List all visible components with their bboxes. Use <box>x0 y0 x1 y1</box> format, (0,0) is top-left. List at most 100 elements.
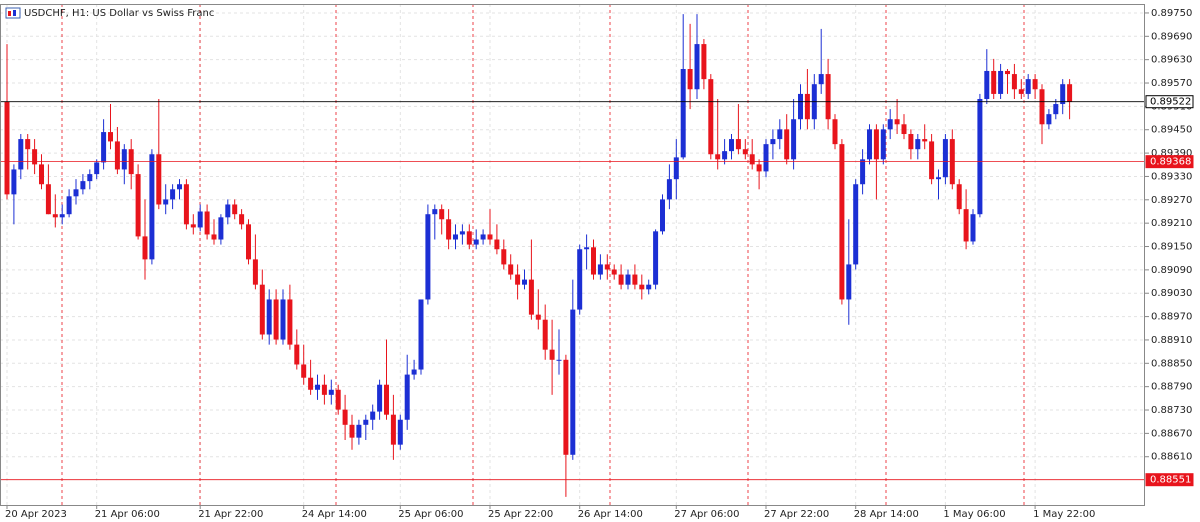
price-level-box <box>1145 473 1194 487</box>
candle-body <box>225 204 231 218</box>
candle-body <box>18 139 24 170</box>
x-tick-label: 27 Apr 22:00 <box>764 509 829 520</box>
x-tick-label: 1 May 06:00 <box>943 509 1005 520</box>
candle-body <box>791 119 797 160</box>
y-tick-label: 0.89030 <box>1151 288 1192 299</box>
candle-body <box>784 129 790 160</box>
candle-body <box>487 234 493 240</box>
x-tick-label: 1 May 22:00 <box>1033 509 1095 520</box>
candle-body <box>722 151 728 160</box>
candle-body <box>170 189 176 200</box>
candle-body <box>749 154 755 165</box>
candle-body <box>218 217 224 240</box>
candle-body <box>87 174 93 182</box>
candle-body <box>156 154 162 205</box>
candle-body <box>542 319 548 350</box>
icon-bar <box>8 11 11 16</box>
candle-body <box>970 214 976 242</box>
y-tick-label: 0.89750 <box>1151 8 1192 19</box>
price-level-label: 0.89368 <box>1150 157 1191 168</box>
y-tick-label: 0.88970 <box>1151 312 1192 323</box>
candle-body <box>114 141 120 170</box>
x-tick-label: 21 Apr 22:00 <box>198 509 263 520</box>
candle-body <box>701 44 707 80</box>
price-level-label: 0.89522 <box>1150 97 1191 108</box>
candle-body <box>328 389 334 395</box>
candle-body <box>439 209 445 220</box>
candle-body <box>4 101 10 195</box>
plot-frame <box>0 4 1145 506</box>
candle-body <box>873 129 879 160</box>
candle-body <box>52 214 58 218</box>
candle-body <box>867 129 872 160</box>
candle-body <box>984 70 990 99</box>
candle-body <box>825 74 831 120</box>
candle-body <box>321 384 327 395</box>
candle-body <box>936 177 941 180</box>
x-tick-label: 26 Apr 14:00 <box>578 509 643 520</box>
x-tick-label: 25 Apr 22:00 <box>488 509 553 520</box>
candle-body <box>59 214 65 218</box>
candle-layer <box>4 14 1073 497</box>
x-tick-label: 27 Apr 06:00 <box>674 509 739 520</box>
candle-body <box>625 274 631 285</box>
candle-body <box>190 224 196 228</box>
x-tick-label: 28 Apr 14:00 <box>854 509 919 520</box>
candle-body <box>632 274 638 285</box>
candle-body <box>94 162 100 175</box>
candle-body <box>556 359 562 361</box>
candle-body <box>666 179 672 200</box>
candle-body <box>522 279 527 285</box>
chart-title: USDCHF, H1: US Dollar vs Swiss Franc <box>24 8 214 19</box>
y-tick-label: 0.89150 <box>1151 242 1192 253</box>
candle-body <box>459 231 465 235</box>
candle-body <box>149 154 155 260</box>
candle-body <box>584 247 590 250</box>
candle-body <box>45 184 51 215</box>
candle-body <box>404 374 410 420</box>
price-level-label: 0.88551 <box>1150 475 1191 486</box>
candle-body <box>887 119 893 130</box>
candle-body <box>349 424 355 438</box>
candle-body <box>411 369 417 375</box>
candle-body <box>929 141 935 180</box>
candle-body <box>694 44 700 90</box>
candle-body <box>956 184 962 210</box>
candle-body <box>549 349 555 360</box>
candle-body <box>280 299 286 340</box>
candle-body <box>915 139 921 150</box>
candle-body <box>11 169 17 195</box>
candle-body <box>798 93 803 120</box>
candle-body <box>832 119 838 145</box>
icon-bar <box>13 10 16 16</box>
y-tick-label: 0.89570 <box>1151 78 1192 89</box>
candle-body <box>197 211 203 228</box>
candle-body <box>777 129 783 140</box>
candle-body <box>611 269 617 275</box>
candle-body <box>384 384 389 415</box>
candle-body <box>377 384 383 412</box>
candle-body <box>418 299 424 370</box>
candle-body <box>563 359 569 455</box>
candle-body <box>839 144 845 300</box>
x-tick-label: 20 Apr 2023 <box>5 509 67 520</box>
candle-body <box>480 234 486 240</box>
candle-body <box>108 132 113 142</box>
candle-body <box>135 174 141 237</box>
candle-body <box>1005 70 1010 75</box>
candle-body <box>639 284 645 290</box>
candle-body <box>1032 79 1038 90</box>
candle-body <box>515 274 521 285</box>
candle-body <box>259 284 265 335</box>
candle-body <box>597 264 603 275</box>
candle-body <box>25 139 31 150</box>
candle-body <box>673 157 679 180</box>
candle-body <box>715 154 721 160</box>
candle-body <box>846 264 852 300</box>
candle-body <box>466 231 472 245</box>
y-tick-label: 0.89630 <box>1151 55 1192 66</box>
candle-body <box>294 344 300 365</box>
candle-body <box>80 181 86 190</box>
candle-body <box>977 98 983 215</box>
candle-body <box>425 214 431 300</box>
